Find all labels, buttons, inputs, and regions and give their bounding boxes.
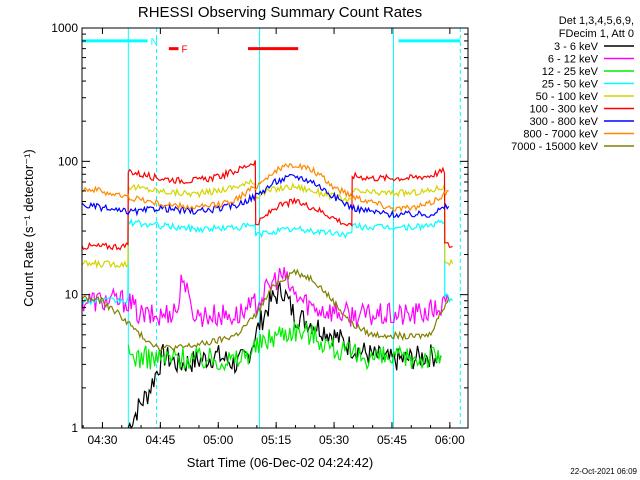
x-tick-label-2: 05:00 xyxy=(203,433,233,447)
legend-entry-label-0: 3 - 6 keV xyxy=(554,41,599,53)
legend-entry-label-8: 7000 - 15000 keV xyxy=(511,141,599,153)
plot-area: NF xyxy=(81,28,461,430)
legend-entry-label-6: 300 - 800 keV xyxy=(530,116,599,128)
series-line-6 xyxy=(81,173,450,219)
legend-entry-label-3: 25 - 50 keV xyxy=(542,79,599,91)
flag-label-0: N xyxy=(151,37,158,48)
y-tick-label-1: 10 xyxy=(65,288,79,302)
legend-header-line-1: Det 1,3,4,5,6,9, xyxy=(559,15,634,27)
legend: Det 1,3,4,5,6,9, FDecim 1, Att 0 3 - 6 k… xyxy=(511,15,634,153)
y-tick-label-3: 1000 xyxy=(51,21,78,35)
x-tick-label-5: 05:45 xyxy=(377,433,407,447)
series-line-4 xyxy=(81,178,454,270)
legend-entry-label-1: 6 - 12 keV xyxy=(548,54,599,66)
y-axis-label: Count Rate (s⁻¹ detector⁻¹) xyxy=(21,149,36,307)
x-tick-label-0: 04:30 xyxy=(87,433,117,447)
x-tick-label-1: 04:45 xyxy=(145,433,175,447)
footer-date: 22-Oct-2021 06:09 xyxy=(570,467,637,476)
series-line-8 xyxy=(81,268,450,353)
flag-label-1: F xyxy=(182,45,188,56)
legend-header-line-2: FDecim 1, Att 0 xyxy=(559,28,634,40)
y-axis: 1 10 100 1000 xyxy=(51,21,468,435)
series-line-2 xyxy=(127,321,442,372)
legend-entry-label-4: 50 - 100 keV xyxy=(536,91,599,103)
x-tick-label-3: 05:15 xyxy=(261,433,291,447)
legend-entry-label-7: 800 - 7000 keV xyxy=(523,129,598,141)
series-line-3 xyxy=(81,217,454,306)
y-tick-label-2: 100 xyxy=(58,154,78,168)
series-line-7 xyxy=(81,162,449,213)
x-axis: 04:30 04:45 05:00 05:15 05:30 05:45 06:00 xyxy=(82,28,465,447)
legend-entry-label-2: 12 - 25 keV xyxy=(542,66,599,78)
legend-entry-label-5: 100 - 300 keV xyxy=(530,104,599,116)
x-axis-label: Start Time (06-Dec-02 04:24:42) xyxy=(187,455,373,470)
chart-title: RHESSI Observing Summary Count Rates xyxy=(138,4,422,21)
y-tick-label-0: 1 xyxy=(71,421,78,435)
series-line-5 xyxy=(81,160,453,251)
plot-frame xyxy=(81,27,469,429)
x-tick-label-4: 05:30 xyxy=(319,433,349,447)
series-line-0 xyxy=(127,282,442,430)
series-line-1 xyxy=(81,267,450,328)
x-tick-label-6: 06:00 xyxy=(435,433,465,447)
